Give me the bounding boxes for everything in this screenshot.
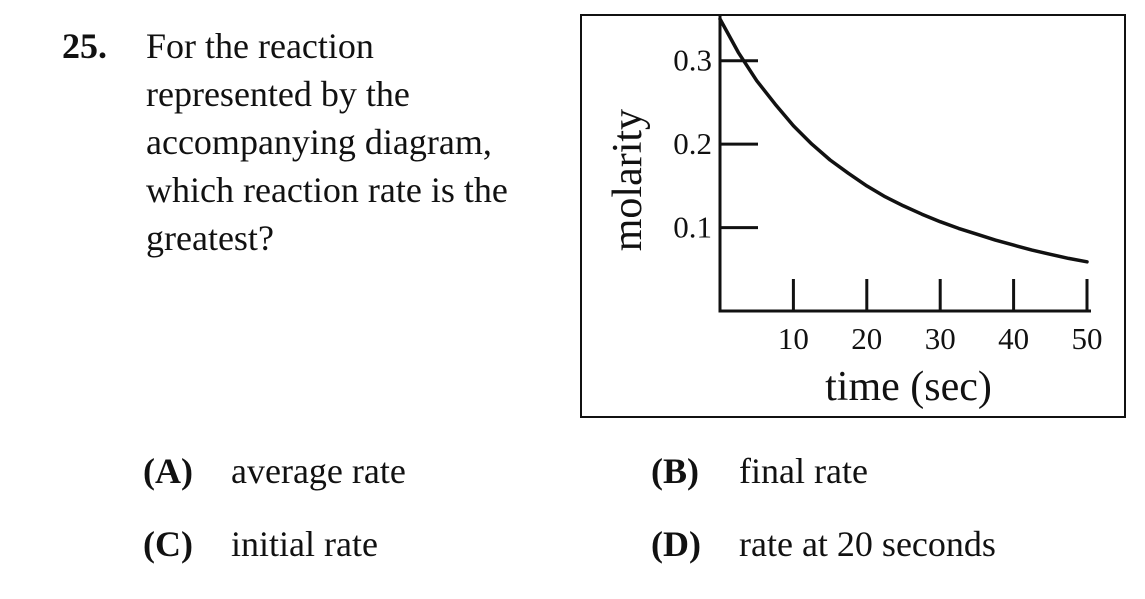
choice-d[interactable]: (D) rate at 20 seconds [651,522,996,566]
y-tick-label: 0.3 [673,43,712,78]
choice-d-text: rate at 20 seconds [739,524,996,564]
choice-b[interactable]: (B) final rate [651,449,868,493]
question-line: greatest? [146,218,274,258]
x-axis-title: time (sec) [825,364,992,410]
choice-a[interactable]: (A) average rate [143,449,406,493]
question-number: 25. [62,26,107,66]
question-line: accompanying diagram, [146,122,492,162]
x-tick-label: 10 [778,321,809,356]
y-tick-label: 0.2 [673,126,712,161]
chart-frame [580,14,1126,418]
x-tick-label: 20 [851,321,882,356]
choice-d-letter: (D) [651,524,701,564]
choice-b-letter: (B) [651,451,699,491]
choice-a-letter: (A) [143,451,193,491]
y-axis-title: molarity [605,109,651,251]
x-tick-label: 50 [1072,321,1103,356]
choice-c-letter: (C) [143,524,193,564]
question-text: For the reaction represented by the acco… [146,22,576,262]
choice-a-text: average rate [231,451,406,491]
molarity-curve [718,17,1089,264]
choice-c-text: initial rate [231,524,378,564]
question-line: For the reaction [146,26,374,66]
x-tick-label: 40 [998,321,1029,356]
molarity-time-chart: 10 20 30 40 50 0.1 0.2 0.3 time (sec) molarity [580,14,1126,418]
question-line: represented by the [146,74,410,114]
choice-c[interactable]: (C) initial rate [143,522,378,566]
question-line: which reaction rate is the [146,170,508,210]
chart-svg: 10 20 30 40 50 0.1 0.2 0.3 time (sec) molarity [580,14,1126,418]
y-tick-label: 0.1 [673,210,712,245]
x-tick-label: 30 [925,321,956,356]
choice-b-text: final rate [739,451,868,491]
